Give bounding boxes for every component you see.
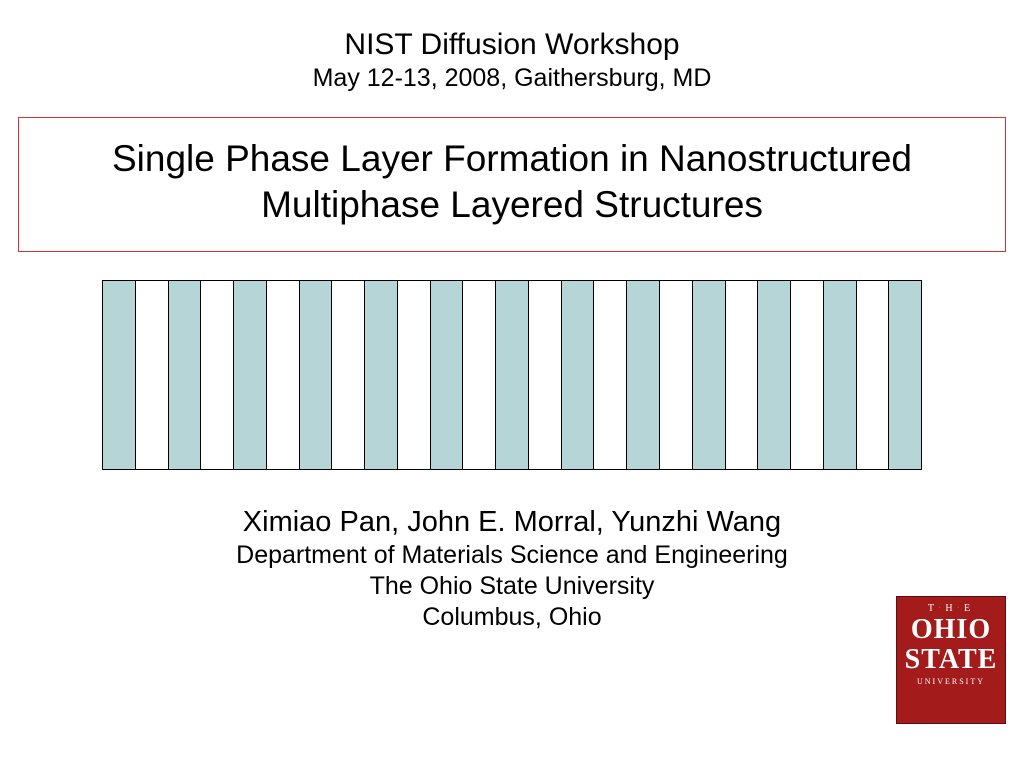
layer-stripe	[889, 281, 921, 469]
layer-stripe	[824, 281, 857, 469]
layer-stripe	[332, 281, 365, 469]
layer-stripe	[300, 281, 333, 469]
slide-header: NIST Diffusion Workshop May 12-13, 2008,…	[0, 0, 1024, 93]
layer-stripe	[431, 281, 464, 469]
logo-line-ohio: OHIO	[897, 615, 1005, 645]
title-box: Single Phase Layer Formation in Nanostru…	[18, 117, 1006, 252]
university-line: The Ohio State University	[0, 572, 1024, 601]
ohio-state-logo: T·H·E OHIO STATE UNIVERSITY	[896, 596, 1006, 724]
department-line: Department of Materials Science and Engi…	[0, 541, 1024, 570]
layer-stripe	[463, 281, 496, 469]
layer-stripe	[791, 281, 824, 469]
layer-stripe	[103, 281, 136, 469]
layer-stripe	[267, 281, 300, 469]
layer-stripe	[529, 281, 562, 469]
layered-structure-diagram	[102, 280, 922, 470]
layer-stripe	[201, 281, 234, 469]
layer-stripe	[398, 281, 431, 469]
authors-line: Ximiao Pan, John E. Morral, Yunzhi Wang	[0, 506, 1024, 539]
main-title: Single Phase Layer Formation in Nanostru…	[29, 136, 995, 229]
workshop-date: May 12-13, 2008, Gaithersburg, MD	[0, 64, 1024, 93]
layer-stripe	[365, 281, 398, 469]
layer-stripe	[857, 281, 890, 469]
authors-block: Ximiao Pan, John E. Morral, Yunzhi Wang …	[0, 506, 1024, 632]
layer-stripe	[660, 281, 693, 469]
layer-stripe	[136, 281, 169, 469]
city-line: Columbus, Ohio	[0, 603, 1024, 632]
layer-stripe	[562, 281, 595, 469]
layer-stripe	[594, 281, 627, 469]
layer-stripe	[627, 281, 660, 469]
layer-stripe	[693, 281, 726, 469]
logo-line-state: STATE	[897, 645, 1005, 675]
layer-stripe	[234, 281, 267, 469]
layer-stripe	[496, 281, 529, 469]
layer-stripe	[169, 281, 202, 469]
layer-stripe	[726, 281, 759, 469]
logo-line-university: UNIVERSITY	[897, 677, 1005, 686]
layer-stripe	[758, 281, 791, 469]
workshop-title: NIST Diffusion Workshop	[0, 28, 1024, 62]
